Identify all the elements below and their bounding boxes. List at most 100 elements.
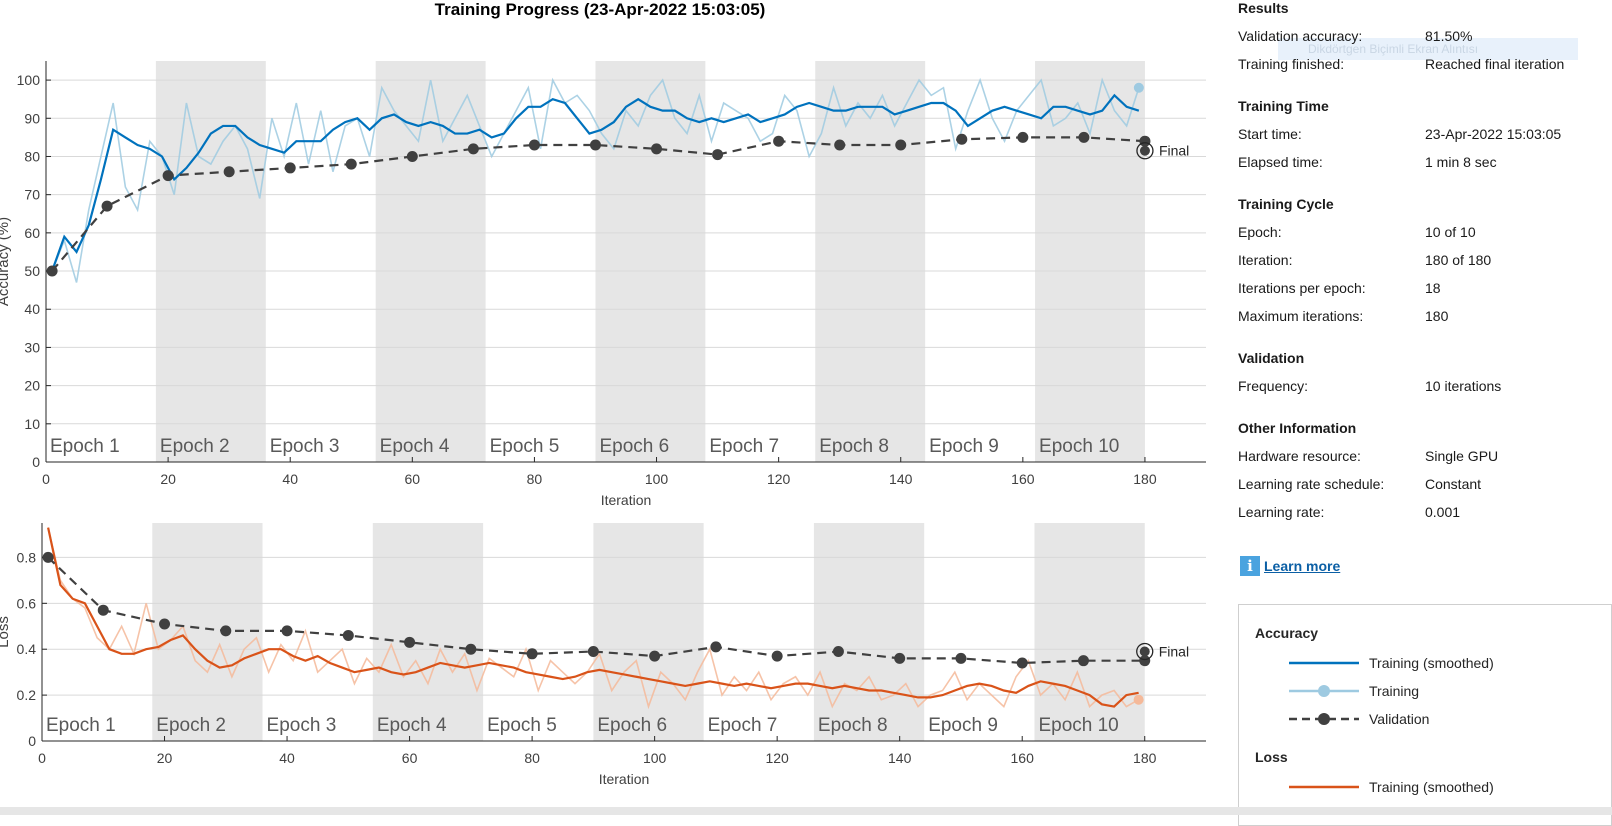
loss-validation-point xyxy=(649,650,661,662)
legend-item-validation: Validation xyxy=(1289,709,1429,729)
loss-x-axis-label: Iteration xyxy=(599,771,650,787)
legend-loss-title: Loss xyxy=(1255,749,1288,765)
loss-epoch-label: Epoch 3 xyxy=(267,715,337,736)
loss-validation-point xyxy=(1139,655,1151,667)
loss-validation-point xyxy=(587,646,599,658)
accuracy-y-tick-label: 90 xyxy=(24,110,40,126)
loss-validation-point xyxy=(42,551,54,563)
accuracy-epoch-label: Epoch 4 xyxy=(380,436,450,457)
legend-swatch-dashed-line xyxy=(1289,713,1359,725)
accuracy-epoch-label: Epoch 9 xyxy=(929,436,999,457)
accuracy-y-tick-label: 60 xyxy=(24,225,40,241)
loss-final-marker-ring xyxy=(1136,642,1154,661)
accuracy-validation-point xyxy=(773,135,785,147)
loss-epoch-label: Epoch 2 xyxy=(156,715,226,736)
loss-epoch-label: Epoch 6 xyxy=(597,715,667,736)
loss-training-line xyxy=(47,527,1140,710)
elapsed-time-value: 1 min 8 sec xyxy=(1425,154,1497,170)
plot-legend: Accuracy Training (smoothed) Training Va… xyxy=(1238,604,1612,826)
validation-accuracy-value: 81.50% xyxy=(1425,28,1473,44)
loss-validation-point xyxy=(220,625,232,637)
hardware-resource-label: Hardware resource: xyxy=(1238,448,1361,464)
iterations-per-epoch-value: 18 xyxy=(1425,280,1441,296)
accuracy-validation-point xyxy=(651,143,663,155)
maximum-iterations-label: Maximum iterations: xyxy=(1238,308,1364,324)
frequency-label: Frequency: xyxy=(1238,378,1309,394)
loss-epoch-label: Epoch 5 xyxy=(487,715,557,736)
accuracy-validation-point xyxy=(467,143,479,155)
loss-epoch-label: Epoch 10 xyxy=(1038,715,1118,736)
accuracy-epoch-label: Epoch 8 xyxy=(819,436,889,457)
legend-swatch-blue-line xyxy=(1289,661,1359,665)
loss-epoch-band xyxy=(152,523,263,741)
accuracy-validation-point xyxy=(284,162,296,174)
accuracy-validation-point xyxy=(1139,135,1151,147)
hardware-resource-value: Single GPU xyxy=(1425,448,1499,464)
accuracy-training-last-point xyxy=(1133,82,1144,93)
accuracy-epoch-label: Epoch 1 xyxy=(50,436,120,457)
accuracy-y-tick-label: 80 xyxy=(24,148,40,164)
accuracy-epoch-label: Epoch 2 xyxy=(160,436,230,457)
window-bottom-edge xyxy=(0,807,1612,815)
loss-epoch-label: Epoch 1 xyxy=(46,715,116,736)
iterations-per-epoch-label: Iterations per epoch: xyxy=(1238,280,1366,296)
frequency-value: 10 iterations xyxy=(1425,378,1502,394)
learn-more[interactable]: i Learn more xyxy=(1240,556,1340,576)
loss-x-tick-label: 0 xyxy=(38,750,46,766)
loss-y-tick-label: 0.4 xyxy=(17,641,37,657)
accuracy-y-tick-label: 100 xyxy=(17,72,41,88)
loss-validation-point xyxy=(1077,655,1089,667)
accuracy-epoch-label: Epoch 10 xyxy=(1039,436,1119,457)
accuracy-epoch-label: Epoch 7 xyxy=(709,436,779,457)
loss-x-tick-label: 80 xyxy=(524,750,540,766)
loss-y-tick-label: 0 xyxy=(28,733,36,749)
accuracy-x-tick-label: 40 xyxy=(282,471,298,487)
other-information-title: Other Information xyxy=(1238,420,1357,436)
training-finished-value: Reached final iteration xyxy=(1425,56,1565,72)
accuracy-validation-point xyxy=(956,133,968,145)
iteration-label: Iteration: xyxy=(1238,252,1293,268)
loss-x-tick-label: 100 xyxy=(643,750,667,766)
learn-more-link[interactable]: Learn more xyxy=(1264,558,1341,574)
accuracy-epoch-band xyxy=(155,61,266,462)
loss-x-tick-label: 60 xyxy=(402,750,418,766)
accuracy-final-marker-ring xyxy=(1136,142,1154,160)
legend-label: Training (smoothed) xyxy=(1369,779,1494,795)
accuracy-validation-point xyxy=(345,158,357,170)
loss-epoch-label: Epoch 8 xyxy=(818,715,888,736)
legend-item-training: Training xyxy=(1289,681,1419,701)
loss-x-tick-label: 160 xyxy=(1011,750,1035,766)
learning-rate-value: 0.001 xyxy=(1425,504,1461,520)
loss-validation-point xyxy=(97,604,109,616)
loss-validation-point xyxy=(894,652,906,664)
accuracy-validation-point xyxy=(101,200,113,212)
iteration-value: 180 of 180 xyxy=(1425,252,1492,268)
accuracy-x-tick-label: 120 xyxy=(767,471,791,487)
learning-rate-label: Learning rate: xyxy=(1238,504,1325,520)
legend-accuracy-title: Accuracy xyxy=(1255,625,1319,641)
accuracy-epoch-band xyxy=(1035,61,1145,462)
loss-y-axis-label: Loss xyxy=(0,616,12,648)
legend-label: Validation xyxy=(1369,711,1430,727)
accuracy-x-tick-label: 180 xyxy=(1133,471,1157,487)
loss-validation-point xyxy=(710,641,722,653)
loss-validation-point xyxy=(771,650,783,662)
accuracy-final-label: Final xyxy=(1159,143,1189,159)
accuracy-validation-point xyxy=(1017,131,1029,143)
accuracy-x-tick-label: 60 xyxy=(405,471,421,487)
legend-label: Training (smoothed) xyxy=(1369,655,1494,671)
loss-x-tick-label: 140 xyxy=(888,750,912,766)
accuracy-epoch-label: Epoch 6 xyxy=(599,436,669,457)
accuracy-epoch-band xyxy=(595,61,706,462)
loss-final-marker-dot xyxy=(1139,646,1150,657)
accuracy-epoch-label: Epoch 5 xyxy=(490,436,560,457)
accuracy-validation-point xyxy=(46,265,58,277)
accuracy-x-tick-label: 100 xyxy=(645,471,669,487)
legend-swatch-light-blue-line xyxy=(1289,685,1359,697)
accuracy-epoch-band xyxy=(375,61,486,462)
training-time-title: Training Time xyxy=(1238,98,1329,114)
accuracy-validation-point xyxy=(712,149,724,161)
accuracy-epoch-label: Epoch 3 xyxy=(270,436,340,457)
accuracy-validation-point xyxy=(528,139,540,151)
loss-y-tick-label: 0.2 xyxy=(17,687,37,703)
